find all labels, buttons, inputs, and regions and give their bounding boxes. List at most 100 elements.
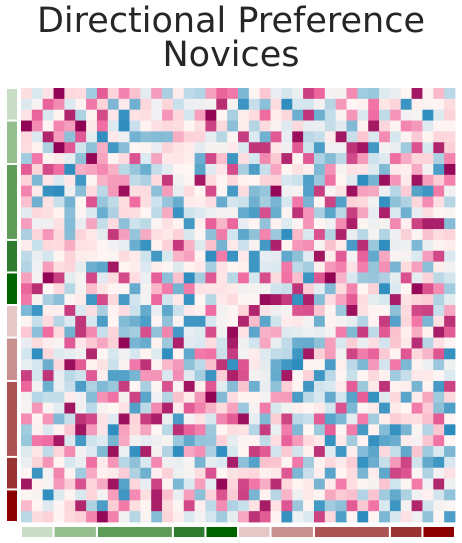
heatmap-cell — [400, 402, 412, 414]
heatmap-cell — [96, 413, 109, 425]
heatmap-cell — [444, 218, 456, 230]
heatmap-cell — [107, 196, 120, 208]
heatmap-cell — [400, 380, 412, 393]
heatmap-cell — [96, 478, 109, 490]
heatmap-cell — [259, 163, 271, 176]
heatmap-cell — [107, 435, 120, 447]
heatmap-cell — [303, 456, 315, 469]
heatmap-cell — [238, 98, 250, 111]
heatmap-cell — [64, 456, 76, 469]
heatmap-cell — [324, 435, 337, 447]
heatmap-cell — [194, 153, 206, 165]
heatmap-cell — [96, 153, 109, 165]
heatmap-cell — [303, 261, 315, 273]
heatmap-cell — [335, 489, 347, 501]
heatmap-cell — [389, 88, 402, 100]
heatmap-cell — [422, 196, 434, 208]
heatmap-cell — [270, 163, 282, 176]
heatmap-cell — [107, 109, 120, 121]
heatmap-cell — [53, 185, 65, 197]
heatmap-cell — [21, 109, 33, 121]
heatmap-cell — [205, 174, 217, 187]
heatmap-cell — [270, 131, 282, 143]
heatmap-cell — [75, 142, 87, 154]
heatmap-cell — [379, 88, 391, 100]
heatmap-cell — [31, 196, 44, 208]
heatmap-cell — [303, 229, 315, 241]
heatmap-cell — [303, 370, 315, 382]
heatmap-cell — [205, 315, 217, 328]
heatmap-cell — [140, 337, 152, 349]
heatmap-cell — [227, 380, 239, 393]
heatmap-cell — [238, 446, 250, 458]
heatmap-cell — [324, 239, 337, 252]
heatmap-cell — [227, 435, 239, 447]
heatmap-cell — [379, 446, 391, 458]
heatmap-cell — [303, 511, 315, 523]
heatmap-cell — [86, 489, 98, 501]
heatmap-cell — [379, 402, 391, 414]
heatmap-cell — [422, 207, 434, 219]
heatmap-cell — [162, 88, 174, 100]
heatmap-cell — [444, 163, 456, 176]
heatmap-cell — [140, 359, 152, 371]
heatmap-cell — [335, 370, 347, 382]
heatmap-cell — [335, 283, 347, 295]
heatmap-cell — [368, 370, 380, 382]
heatmap-cell — [227, 315, 239, 328]
heatmap-cell — [151, 174, 163, 187]
heatmap-cell — [31, 272, 44, 284]
heatmap-cell — [205, 207, 217, 219]
heatmap-cell — [86, 402, 98, 414]
heatmap-cell — [53, 218, 65, 230]
heatmap-cell — [303, 250, 315, 262]
heatmap-cell — [303, 163, 315, 176]
heatmap-cell — [31, 489, 44, 501]
heatmap-cell — [107, 153, 120, 165]
heatmap-cell — [379, 294, 391, 306]
heatmap-cell — [238, 359, 250, 371]
heatmap-cell — [21, 435, 33, 447]
heatmap-cell — [194, 467, 206, 479]
heatmap-cell — [216, 272, 228, 284]
heatmap-cell — [21, 446, 33, 458]
heatmap-cell — [162, 370, 174, 382]
heatmap-cell — [42, 456, 54, 469]
heatmap-cell — [172, 348, 185, 360]
heatmap-cell — [433, 163, 445, 176]
heatmap-cell — [140, 478, 152, 490]
heatmap-cell — [183, 413, 195, 425]
heatmap-cell — [357, 109, 369, 121]
heatmap-cell — [400, 413, 412, 425]
heatmap-cell — [216, 239, 228, 252]
heatmap-cell — [292, 120, 304, 132]
heatmap-cell — [411, 250, 423, 262]
heatmap-cell — [205, 456, 217, 469]
heatmap-cell — [259, 305, 271, 317]
heatmap-cell — [162, 326, 174, 338]
heatmap-cell — [194, 163, 206, 176]
heatmap-cell — [205, 467, 217, 479]
heatmap-cell — [292, 174, 304, 187]
heatmap-cell — [324, 326, 337, 338]
heatmap-cell — [411, 142, 423, 154]
heatmap-cell — [238, 424, 250, 436]
heatmap-cell — [346, 348, 358, 360]
heatmap-cell — [172, 489, 185, 501]
heatmap-cell — [194, 359, 206, 371]
heatmap-cell — [118, 435, 130, 447]
heatmap-cell — [107, 337, 120, 349]
heatmap-cell — [346, 467, 358, 479]
heatmap-cell — [129, 131, 141, 143]
heatmap-cell — [238, 402, 250, 414]
heatmap-cell — [216, 120, 228, 132]
heatmap-cell — [194, 511, 206, 523]
heatmap-cell — [400, 315, 412, 328]
heatmap-cell — [259, 120, 271, 132]
heatmap-cell — [433, 88, 445, 100]
heatmap-cell — [216, 131, 228, 143]
heatmap-cell — [444, 250, 456, 262]
heatmap-cell — [292, 185, 304, 197]
heatmap-cell — [313, 98, 326, 111]
heatmap-cell — [422, 402, 434, 414]
